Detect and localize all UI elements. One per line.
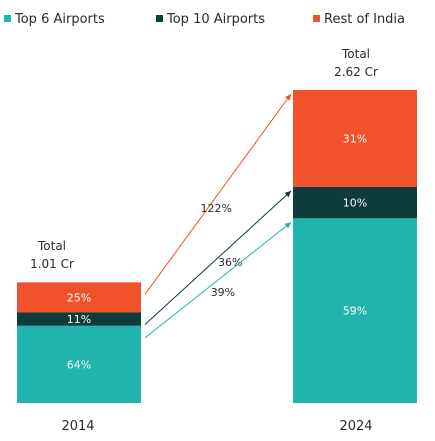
bar-segment-rest-of-india-2014 (17, 282, 141, 313)
total-value-2014: 1.01 Cr (30, 257, 74, 271)
bar-segment-top-10-airports-2014 (17, 312, 141, 326)
bar-segment-top-6-airports-2024 (293, 218, 417, 403)
data-label-top-6-airports-2014: 64% (67, 358, 91, 371)
bar-segment-rest-of-india-2024 (293, 90, 417, 188)
growth-arrowhead-rest-of-india (285, 94, 291, 101)
legend-label-top-10-airports: Top 10 Airports (166, 12, 265, 27)
legend-swatch-rest-of-india (313, 15, 320, 22)
legend: Top 6 Airports Top 10 Airports Rest of I… (4, 12, 405, 27)
growth-connector-top-6-airports (144, 221, 292, 339)
growth-connectors: 122% 36% 39% (144, 93, 292, 339)
x-tick-label-2014: 2014 (61, 419, 94, 434)
bar-segment-top-6-airports-2014 (17, 325, 141, 403)
growth-connector-rest-of-india (144, 93, 292, 295)
data-label-top-10-airports-2014: 11% (67, 313, 91, 326)
legend-label-top-6-airports: Top 6 Airports (14, 12, 105, 27)
data-label-top-6-airports-2024: 59% (343, 305, 367, 318)
growth-connector-top-10-airports (144, 190, 292, 325)
growth-label-rest-of-india: 122% (200, 202, 231, 215)
legend-item-top-10-airports: Top 10 Airports (156, 12, 265, 27)
data-label-rest-of-india-2024: 31% (343, 133, 367, 146)
legend-swatch-top-10-airports (156, 15, 163, 22)
data-label-top-10-airports-2024: 10% (343, 197, 367, 210)
total-value-2024: 2.62 Cr (334, 65, 378, 79)
legend-label-rest-of-india: Rest of India (324, 12, 405, 27)
growth-arrowhead-top-10-airports (284, 191, 291, 198)
legend-item-top-6-airports: Top 6 Airports (4, 12, 105, 27)
total-title-2024: Total (341, 47, 370, 61)
legend-item-rest-of-india: Rest of India (313, 12, 405, 27)
growth-label-top-6-airports: 39% (211, 286, 235, 299)
total-label-2024: Total 2.62 Cr (334, 47, 378, 79)
bar-segment-top-10-airports-2024 (293, 187, 417, 219)
legend-swatch-top-6-airports (4, 15, 11, 22)
total-label-2014: Total 1.01 Cr (30, 239, 74, 271)
bars: 64% 11% 25% 59% 10% 31% (17, 90, 417, 403)
growth-label-top-10-airports: 36% (218, 256, 242, 269)
total-title-2014: Total (37, 239, 66, 253)
growth-arrowhead-top-6-airports (284, 222, 291, 229)
x-tick-label-2024: 2024 (339, 419, 372, 434)
data-label-rest-of-india-2014: 25% (67, 291, 91, 304)
